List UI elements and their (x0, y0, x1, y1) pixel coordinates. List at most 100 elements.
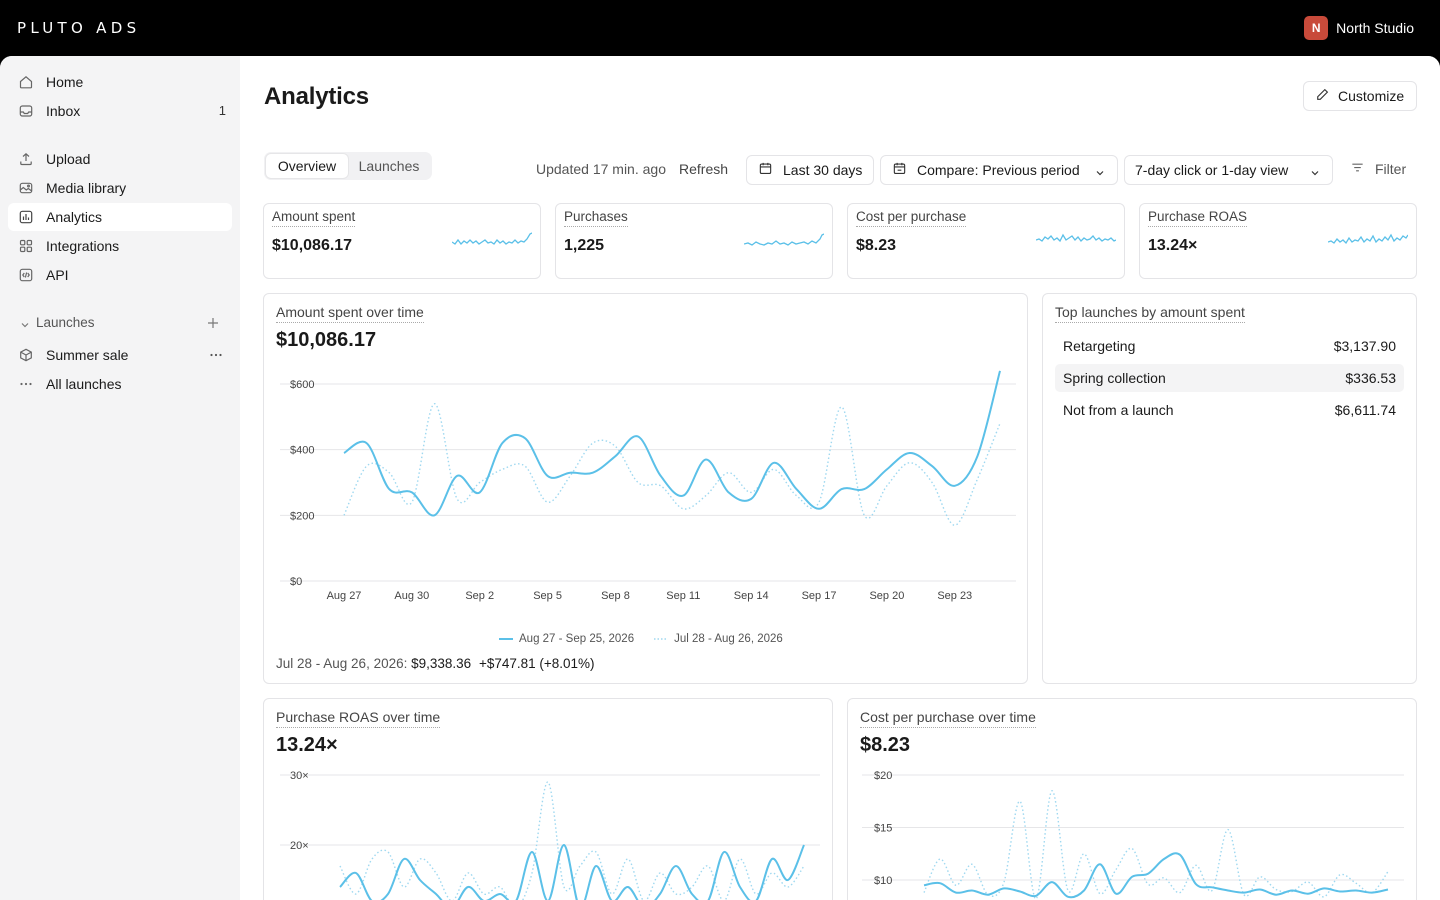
legend-current-label: Aug 27 - Sep 25, 2026 (519, 633, 635, 645)
chevron-down-icon (1310, 165, 1320, 181)
sidebar-item-label: API (46, 267, 69, 283)
amount-spent-chart-card: Amount spent over time $10,086.17 $0 $200… (263, 293, 1028, 684)
sidebar-item-media-library[interactable]: Media library (8, 174, 232, 202)
chevron-down-icon[interactable] (20, 318, 30, 328)
series-line-current (339, 843, 805, 900)
analytics-icon (18, 209, 34, 225)
launch-amount: $336.53 (1345, 370, 1396, 386)
x-tick-label: Sep 2 (465, 590, 494, 602)
kpi-card-purchase-roas[interactable]: Purchase ROAS 13.24× (1139, 203, 1417, 279)
page-title: Analytics (264, 83, 369, 110)
api-icon (18, 267, 34, 283)
sidebar-item-label: All launches (46, 376, 122, 392)
kpi-label: Amount spent (272, 209, 356, 227)
filter-button[interactable]: Filter (1350, 160, 1406, 178)
launch-amount: $6,611.74 (1334, 402, 1396, 418)
sidebar-item-analytics[interactable]: Analytics (8, 203, 232, 231)
attribution-dropdown[interactable]: 7-day click or 1-day view (1124, 155, 1333, 185)
y-tick-label: 20× (290, 840, 309, 852)
kpi-label: Purchases (564, 209, 628, 227)
tab-overview[interactable]: Overview (266, 154, 348, 178)
x-tick-label: Sep 11 (666, 590, 700, 602)
kpi-sparkline (1036, 233, 1116, 243)
comparison-period-label: Jul 28 - Aug 26, 2026: (276, 656, 408, 671)
customize-button[interactable]: Customize (1303, 81, 1417, 111)
box-icon (18, 347, 34, 363)
pencil-icon (1315, 87, 1330, 105)
top-launch-row[interactable]: Spring collection $336.53 (1055, 364, 1404, 392)
legend-swatch-current (499, 638, 513, 640)
more-options-icon[interactable] (208, 347, 224, 366)
media-library-icon (18, 180, 34, 196)
view-tabs: Overview Launches (264, 152, 432, 180)
top-launches-card: Top launches by amount spent Retargeting… (1042, 293, 1417, 684)
roas-chart-card: Purchase ROAS over time 13.24× 20× 30× (263, 698, 833, 900)
launches-section-header[interactable]: Launches (20, 314, 232, 334)
kpi-card-amount-spent[interactable]: Amount spent $10,086.17 (263, 203, 541, 279)
comparison-delta: +$747.81 (+8.01%) (478, 656, 595, 671)
main-content: Analytics Customize Overview Launches Up… (240, 56, 1440, 900)
sidebar-item-integrations[interactable]: Integrations (8, 232, 232, 260)
sidebar-item-label: Analytics (46, 209, 103, 225)
sidebar-item-label: Integrations (46, 238, 120, 254)
sidebar-item-home[interactable]: Home (8, 68, 232, 96)
launch-name: Spring collection (1063, 370, 1166, 386)
sidebar-item-label: Media library (46, 180, 127, 196)
y-tick-label: $20 (874, 770, 892, 782)
add-launch-icon[interactable] (206, 316, 220, 330)
chart-title: Amount spent over time (276, 304, 424, 323)
launch-name: Not from a launch (1063, 402, 1174, 418)
sidebar-launch-all-launches[interactable]: All launches (8, 370, 232, 398)
upload-icon (18, 151, 34, 167)
cost-per-purchase-chart-card: Cost per purchase over time $8.23 $10 $15… (847, 698, 1417, 900)
x-tick-label: Aug 30 (394, 590, 429, 602)
top-bar: PLUTO ADS N North Studio (0, 0, 1440, 56)
launches-section-label: Launches (36, 315, 95, 330)
org-switcher[interactable]: N North Studio (1304, 16, 1414, 40)
inbox-count-badge: 1 (218, 103, 226, 118)
y-tick-label: $15 (874, 823, 892, 835)
series-line-previous (339, 781, 805, 900)
y-tick-label: $10 (874, 875, 892, 887)
cost-per-purchase-line-chart: $10 $15 $20 (862, 770, 1404, 900)
sidebar-item-label: Summer sale (46, 347, 129, 363)
kpi-card-purchases[interactable]: Purchases 1,225 (555, 203, 833, 279)
compare-label: Compare: Previous period (917, 162, 1080, 178)
x-tick-label: Sep 17 (802, 590, 837, 602)
sidebar-item-label: Inbox (46, 103, 81, 119)
y-tick-label: $0 (290, 576, 302, 588)
top-launch-row[interactable]: Retargeting $3,137.90 (1055, 332, 1404, 360)
sidebar: Home Inbox 1 Upload Media library Analyt… (0, 56, 240, 900)
refresh-button[interactable]: Refresh (679, 161, 729, 177)
calendar-icon (758, 161, 773, 179)
kpi-value: 13.24× (1148, 237, 1198, 254)
x-tick-label: Sep 8 (601, 590, 630, 602)
brand-logo[interactable]: PLUTO ADS (17, 19, 141, 37)
y-tick-label: $200 (290, 510, 314, 522)
org-avatar: N (1304, 16, 1329, 40)
chart-total-value: 13.24× (276, 734, 338, 756)
integrations-icon (18, 238, 34, 254)
more-icon (18, 376, 34, 392)
y-tick-label: $400 (290, 445, 314, 457)
sidebar-item-upload[interactable]: Upload (8, 145, 232, 173)
top-launches-title: Top launches by amount spent (1055, 304, 1245, 323)
inbox-icon (18, 103, 34, 119)
sidebar-item-inbox[interactable]: Inbox 1 (8, 97, 232, 125)
kpi-sparkline (452, 232, 532, 245)
kpi-card-cost-per-purchase[interactable]: Cost per purchase $8.23 (847, 203, 1125, 279)
series-line-previous (343, 402, 1001, 526)
top-launch-row[interactable]: Not from a launch $6,611.74 (1055, 396, 1404, 424)
kpi-value: $8.23 (856, 237, 897, 254)
sidebar-item-api[interactable]: API (8, 261, 232, 289)
filter-icon (1350, 160, 1365, 178)
date-range-button[interactable]: Last 30 days (746, 155, 874, 185)
tab-launches[interactable]: Launches (358, 158, 420, 174)
sidebar-item-label: Upload (46, 151, 91, 167)
updated-status: Updated 17 min. ago (536, 161, 666, 177)
sidebar-launch-summer-sale[interactable]: Summer sale (8, 341, 232, 369)
series-line-previous (923, 790, 1389, 900)
kpi-sparkline (744, 233, 824, 246)
compare-dropdown[interactable]: Compare: Previous period (880, 155, 1118, 185)
comparison-value: $9,338.36 (411, 656, 472, 671)
